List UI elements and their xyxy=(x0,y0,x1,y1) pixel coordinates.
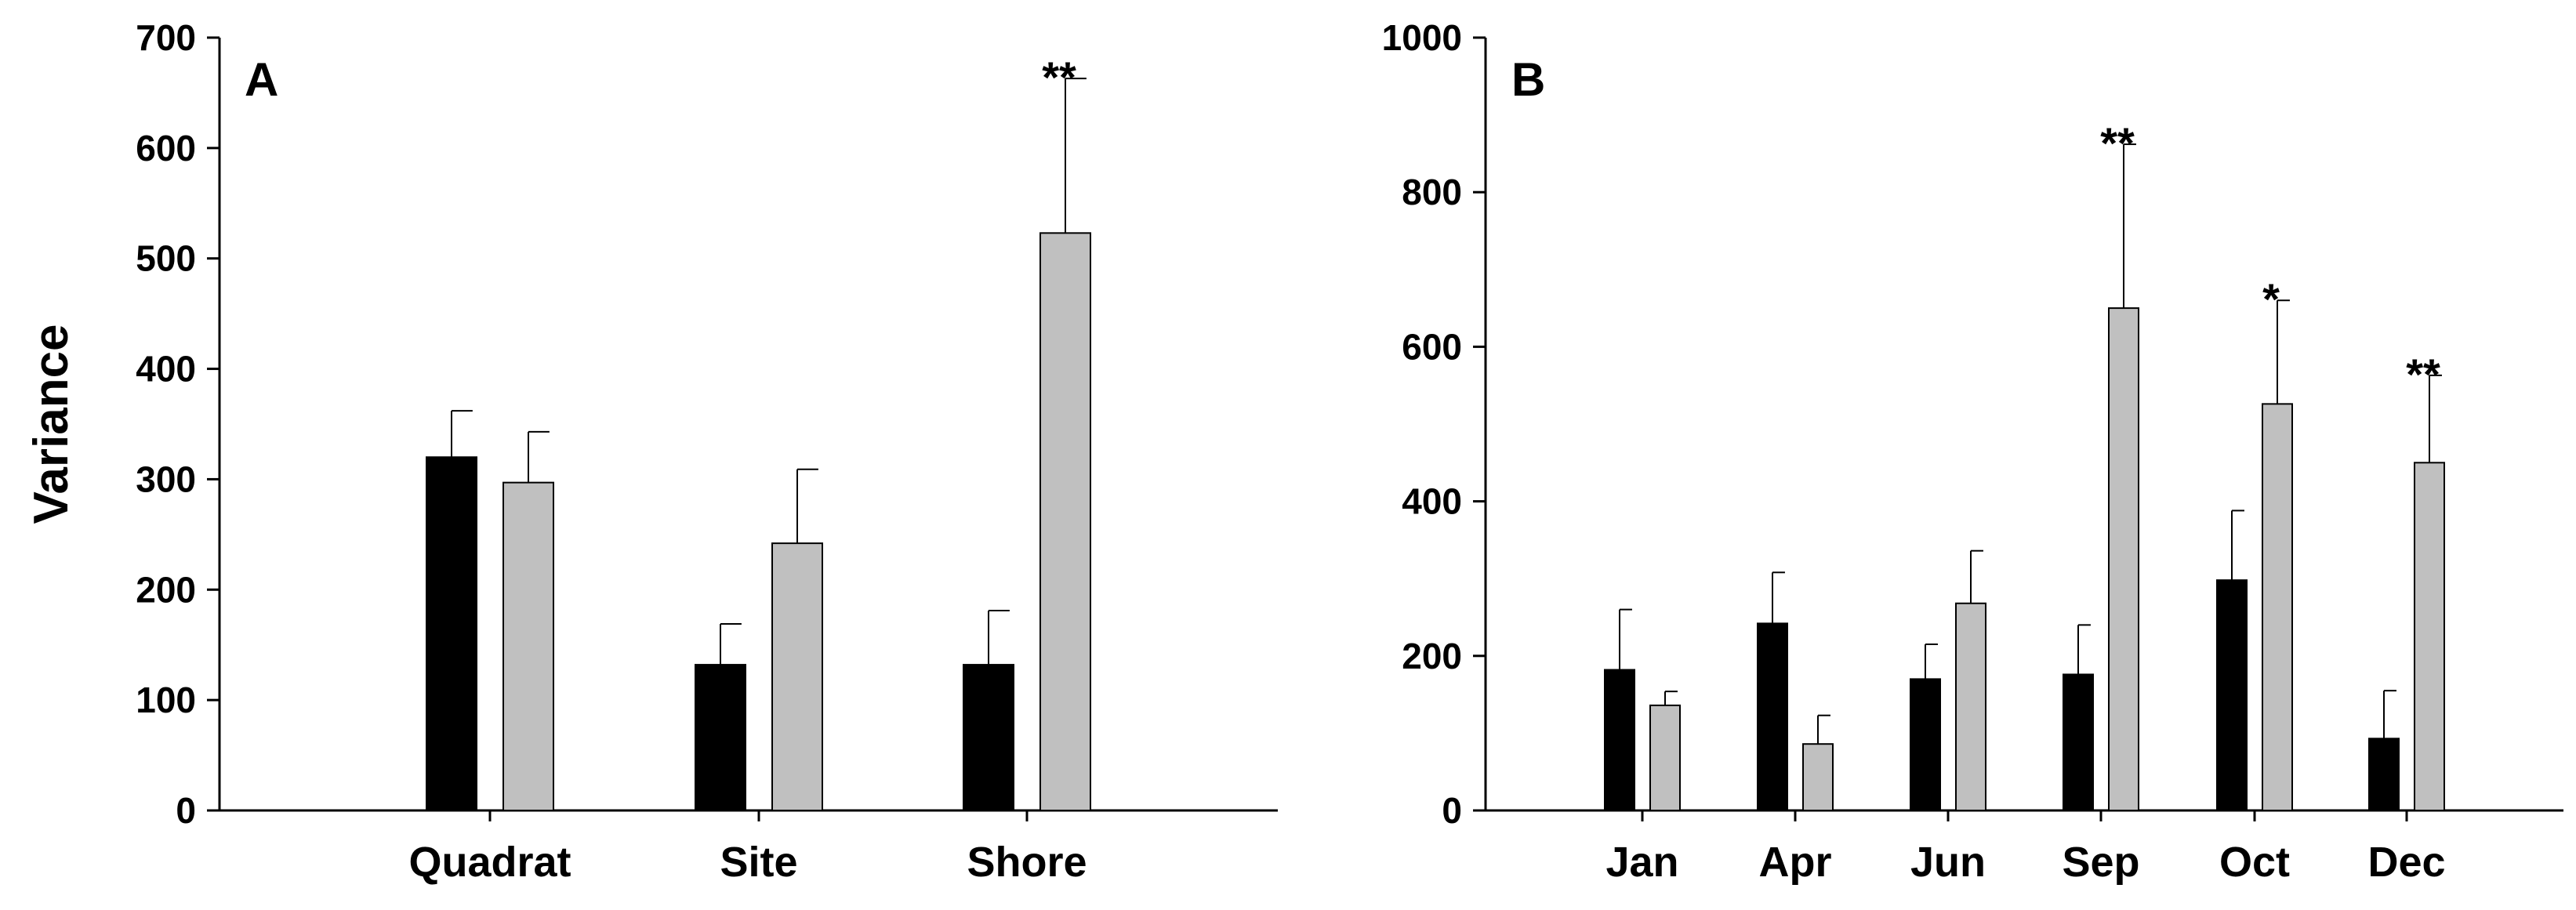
bar xyxy=(1955,602,1986,811)
bar xyxy=(2368,738,2400,811)
bar xyxy=(963,664,1014,811)
y-tick-label: 600 xyxy=(136,128,196,169)
x-tick-label: Sep xyxy=(2062,839,2139,886)
bar xyxy=(695,664,746,811)
bar xyxy=(1039,232,1091,811)
bar xyxy=(2063,673,2094,811)
y-tick-label: 300 xyxy=(136,459,196,499)
x-tick-label: Jan xyxy=(1605,839,1678,886)
y-tick-label: 600 xyxy=(1402,326,1462,367)
panel-label: B xyxy=(1511,53,1545,106)
x-tick-label: Dec xyxy=(2367,839,2445,886)
bar xyxy=(426,456,477,811)
y-tick-label: 0 xyxy=(176,790,196,831)
y-axis-label: Variance xyxy=(24,324,78,524)
bar xyxy=(1757,622,1788,811)
chart-panel-a: 0 100 200 300 400 500 600 700 Quadrat Site Shore **… xyxy=(24,17,1278,886)
bar xyxy=(1802,743,1834,811)
bar xyxy=(1910,678,1941,811)
bar xyxy=(2216,579,2248,811)
bar xyxy=(2108,307,2139,812)
y-tick-label: 0 xyxy=(1442,790,1462,831)
bar xyxy=(771,542,823,812)
y-tick-label: 800 xyxy=(1402,172,1462,212)
x-tick-label: Site xyxy=(720,839,797,886)
y-tick-label: 400 xyxy=(1402,481,1462,522)
x-tick-label: Shore xyxy=(967,839,1087,886)
significance-marker: ** xyxy=(2406,350,2440,399)
y-tick-label: 200 xyxy=(1402,636,1462,676)
bar xyxy=(2414,462,2445,811)
significance-marker: ** xyxy=(2100,118,2135,168)
y-tick-label: 500 xyxy=(136,238,196,279)
bar xyxy=(503,481,554,811)
x-tick-label: Quadrat xyxy=(408,839,571,886)
x-tick-label: Jun xyxy=(1910,839,1986,886)
panel-label: A xyxy=(245,53,278,106)
y-tick-label: 1000 xyxy=(1382,17,1462,58)
y-tick-label: 400 xyxy=(136,349,196,390)
bar xyxy=(2262,403,2293,811)
x-tick-label: Apr xyxy=(1759,839,1832,886)
bar xyxy=(1604,669,1635,811)
significance-marker: ** xyxy=(1042,53,1076,102)
bar xyxy=(1649,704,1681,811)
significance-marker: * xyxy=(2262,274,2280,324)
y-tick-label: 100 xyxy=(136,680,196,720)
y-tick-label: 200 xyxy=(136,569,196,610)
y-tick-label: 700 xyxy=(136,17,196,58)
x-tick-label: Oct xyxy=(2219,839,2290,886)
